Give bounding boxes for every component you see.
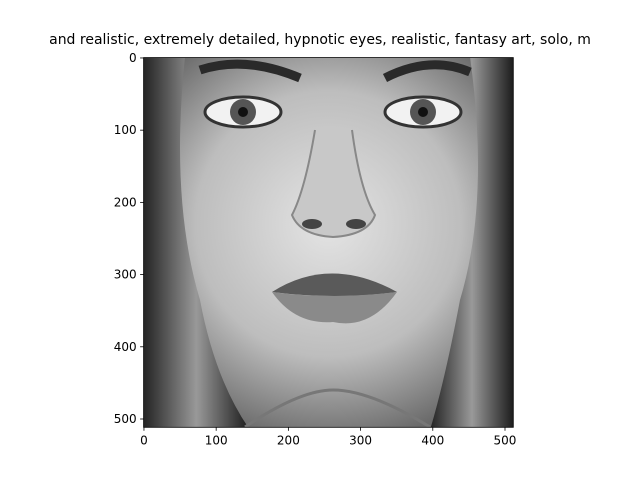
y-tick-label: 400 — [114, 340, 137, 354]
x-tick-label: 0 — [140, 433, 148, 447]
image — [143, 57, 514, 428]
y-tick-label: 100 — [114, 123, 137, 137]
chart-title: and realistic, extremely detailed, hypno… — [49, 32, 591, 48]
x-tick-label: 100 — [205, 433, 228, 447]
y-tick-label: 300 — [114, 268, 137, 282]
x-tick-label: 400 — [421, 433, 444, 447]
x-tick-label: 300 — [349, 433, 372, 447]
y-tick-label: 500 — [114, 412, 137, 426]
x-tick-label: 500 — [494, 433, 517, 447]
y-tick-label: 200 — [114, 195, 137, 209]
y-tick-label: 0 — [129, 51, 137, 65]
x-tick-label: 200 — [277, 433, 300, 447]
axes-frame — [143, 57, 514, 428]
